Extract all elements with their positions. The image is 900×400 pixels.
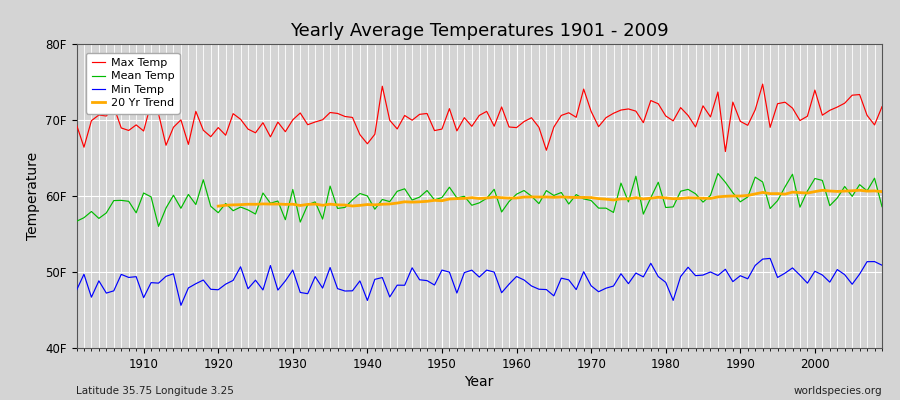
20 Yr Trend [765,191,776,196]
Max Temp [877,104,887,109]
Mean Temp [511,192,522,196]
Line: 20 Yr Trend: 20 Yr Trend [218,190,882,206]
Mean Temp [302,202,313,207]
Line: Min Temp: Min Temp [76,258,882,305]
Max Temp [71,122,82,127]
Line: Mean Temp: Mean Temp [76,174,882,226]
Min Temp [347,288,358,293]
Min Temp [608,284,619,288]
Max Temp [504,125,515,130]
20 Yr Trend [847,188,858,193]
20 Yr Trend [212,204,223,208]
Min Temp [71,288,82,293]
Min Temp [765,256,776,261]
20 Yr Trend [675,196,686,201]
20 Yr Trend [854,188,865,193]
Title: Yearly Average Temperatures 1901 - 2009: Yearly Average Temperatures 1901 - 2009 [290,22,669,40]
Line: Max Temp: Max Temp [76,84,882,152]
Max Temp [757,82,768,86]
X-axis label: Year: Year [464,375,494,389]
Max Temp [295,110,306,115]
Y-axis label: Temperature: Temperature [26,152,40,240]
Mean Temp [153,224,164,229]
Mean Temp [518,188,529,193]
Min Temp [511,274,522,279]
Text: Latitude 35.75 Longitude 3.25: Latitude 35.75 Longitude 3.25 [76,386,234,396]
Min Temp [176,303,186,308]
20 Yr Trend [302,202,313,207]
Min Temp [302,291,313,296]
Text: worldspecies.org: worldspecies.org [794,386,882,396]
Max Temp [600,115,611,120]
20 Yr Trend [779,192,790,196]
Mean Temp [347,198,358,202]
Mean Temp [71,219,82,224]
Max Temp [130,122,141,127]
Legend: Max Temp, Mean Temp, Min Temp, 20 Yr Trend: Max Temp, Mean Temp, Min Temp, 20 Yr Tre… [86,52,180,114]
Mean Temp [130,210,141,215]
Max Temp [720,149,731,154]
Min Temp [130,274,141,279]
Min Temp [877,263,887,268]
20 Yr Trend [877,189,887,194]
20 Yr Trend [414,200,425,204]
Mean Temp [877,204,887,209]
Mean Temp [713,171,724,176]
Max Temp [339,114,350,119]
Min Temp [518,278,529,282]
Mean Temp [608,210,619,215]
Max Temp [511,125,522,130]
